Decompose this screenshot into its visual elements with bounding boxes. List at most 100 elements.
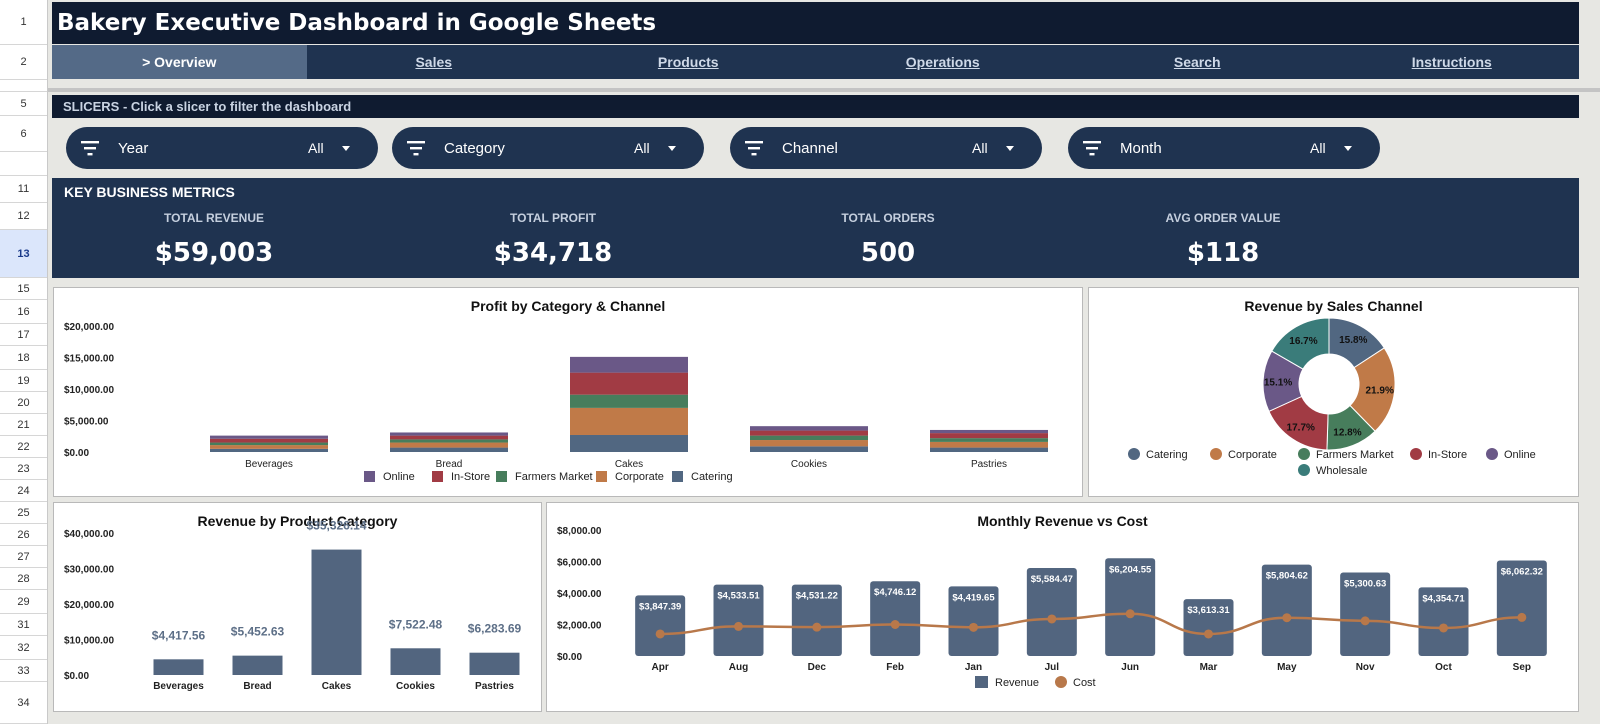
- chart-monthly-revenue-vs-cost[interactable]: Monthly Revenue vs Cost $0.00 $2,000.00 $4…: [546, 502, 1579, 712]
- bar[interactable]: [153, 659, 204, 675]
- row-number[interactable]: 24: [0, 480, 47, 502]
- row-number[interactable]: 12: [0, 203, 47, 230]
- bar-segment[interactable]: [210, 448, 328, 452]
- row-number[interactable]: [0, 152, 47, 176]
- bar-segment[interactable]: [570, 356, 688, 373]
- chart-revenue-by-sales-channel[interactable]: Revenue by Sales Channel 15.8% 21.9% 12.8%…: [1088, 287, 1579, 497]
- cost-point[interactable]: [1204, 629, 1213, 639]
- bar-segment[interactable]: [930, 429, 1048, 434]
- row-number[interactable]: 1: [0, 0, 47, 45]
- row-number[interactable]: 13: [0, 230, 47, 278]
- tab-instructions[interactable]: Instructions: [1411, 54, 1492, 70]
- bar[interactable]: [311, 549, 362, 675]
- row-number[interactable]: 26: [0, 524, 47, 546]
- tab-overview[interactable]: > Overview: [52, 45, 307, 79]
- slicer-month[interactable]: Month All: [1068, 127, 1380, 169]
- cost-point[interactable]: [655, 629, 665, 639]
- bar-segment[interactable]: [570, 434, 688, 452]
- bar-segment[interactable]: [750, 426, 868, 431]
- bar-segment[interactable]: [570, 372, 688, 395]
- cost-line[interactable]: [660, 612, 1522, 636]
- bar-segment[interactable]: [570, 407, 688, 435]
- revenue-bar[interactable]: [1183, 599, 1234, 656]
- row-number[interactable]: 25: [0, 502, 47, 524]
- row-number[interactable]: 28: [0, 568, 47, 590]
- bar-segment[interactable]: [930, 438, 1048, 442]
- bar[interactable]: [390, 648, 441, 675]
- row-number[interactable]: 6: [0, 116, 47, 152]
- row-number[interactable]: 31: [0, 614, 47, 636]
- bar-segment[interactable]: [390, 447, 508, 452]
- row-number[interactable]: 29: [0, 590, 47, 614]
- revenue-bar[interactable]: [791, 584, 842, 656]
- cost-point[interactable]: [890, 620, 900, 629]
- slicer-year[interactable]: Year All: [66, 127, 378, 169]
- row-number[interactable]: 2: [0, 45, 47, 80]
- bar-segment[interactable]: [930, 447, 1048, 452]
- tab-operations[interactable]: Operations: [905, 54, 980, 70]
- row-number[interactable]: 19: [0, 370, 47, 392]
- tab-products[interactable]: Products: [657, 54, 719, 70]
- row-number[interactable]: 34: [0, 682, 47, 724]
- revenue-bar[interactable]: [1026, 568, 1077, 656]
- row-number[interactable]: [0, 80, 47, 92]
- slicer-channel[interactable]: Channel All: [730, 127, 1042, 169]
- revenue-bar[interactable]: [1496, 560, 1547, 656]
- row-number[interactable]: 17: [0, 324, 47, 346]
- revenue-bar[interactable]: [870, 581, 921, 656]
- bar-segment[interactable]: [390, 439, 508, 443]
- x-tick-label: Oct: [1435, 662, 1452, 673]
- bar[interactable]: [469, 652, 520, 675]
- row-number[interactable]: 11: [0, 176, 47, 203]
- chart-profit-by-category-channel[interactable]: Profit by Category & Channel $0.00 $5,000…: [53, 287, 1083, 497]
- tab-search[interactable]: Search: [1173, 54, 1221, 70]
- cost-point[interactable]: [1360, 616, 1370, 626]
- bar-segment[interactable]: [390, 442, 508, 448]
- bar-segment[interactable]: [210, 445, 328, 449]
- row-number[interactable]: 16: [0, 300, 47, 324]
- bar-segment[interactable]: [750, 440, 868, 447]
- revenue-bar[interactable]: [1418, 587, 1469, 656]
- bar-segment[interactable]: [210, 438, 328, 443]
- cost-point[interactable]: [1047, 614, 1057, 624]
- bar-segment[interactable]: [390, 432, 508, 436]
- cost-point[interactable]: [1517, 612, 1527, 622]
- bar-segment[interactable]: [930, 433, 1048, 439]
- row-number[interactable]: 27: [0, 546, 47, 568]
- revenue-bar[interactable]: [713, 584, 764, 656]
- cost-point[interactable]: [969, 622, 978, 632]
- bar-segment[interactable]: [750, 446, 868, 452]
- bar-segment[interactable]: [210, 442, 328, 446]
- row-number[interactable]: 23: [0, 458, 47, 480]
- cost-point[interactable]: [812, 622, 822, 632]
- row-number[interactable]: 5: [0, 92, 47, 116]
- revenue-bar[interactable]: [635, 595, 686, 656]
- bar-segment[interactable]: [750, 430, 868, 436]
- bar-segment[interactable]: [210, 435, 328, 439]
- bar[interactable]: [232, 655, 283, 675]
- revenue-bar[interactable]: [1105, 558, 1156, 656]
- row-number[interactable]: 18: [0, 346, 47, 370]
- cost-point[interactable]: [1125, 609, 1135, 619]
- revenue-bar[interactable]: [948, 586, 999, 656]
- row-number[interactable]: 20: [0, 392, 47, 414]
- slicer-category[interactable]: Category All: [392, 127, 704, 169]
- cost-point[interactable]: [1282, 613, 1292, 623]
- row-number[interactable]: 32: [0, 636, 47, 660]
- bar-segment[interactable]: [750, 435, 868, 441]
- bar-segment[interactable]: [570, 394, 688, 408]
- tab-sales[interactable]: Sales: [415, 54, 453, 70]
- revenue-bar[interactable]: [1261, 564, 1312, 656]
- row-number[interactable]: 15: [0, 278, 47, 300]
- bar-segment[interactable]: [390, 435, 508, 440]
- row-number[interactable]: 33: [0, 660, 47, 682]
- revenue-bar[interactable]: [1340, 572, 1391, 656]
- cost-point[interactable]: [1439, 623, 1448, 633]
- chart-revenue-by-product-category[interactable]: Revenue by Product Category $0.00 $10,000…: [53, 502, 542, 712]
- row-number[interactable]: 21: [0, 414, 47, 436]
- row-header-column[interactable]: 1 2 5 6 11 12 13 15 16 17 18 19 20 21 22 23 24 25 26 27 28 29…: [0, 0, 48, 724]
- row-number[interactable]: 22: [0, 436, 47, 458]
- cost-point[interactable]: [734, 621, 743, 631]
- donut-slice[interactable]: [1271, 317, 1330, 370]
- bar-segment[interactable]: [930, 441, 1048, 448]
